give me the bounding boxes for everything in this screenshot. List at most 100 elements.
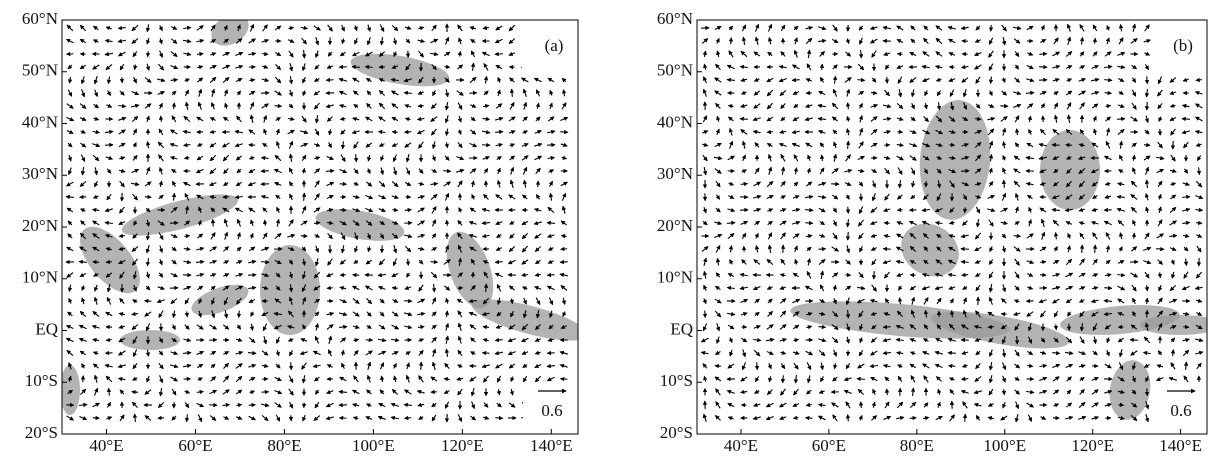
wind-vector <box>248 51 257 57</box>
wind-vector <box>92 129 101 135</box>
wind-vector <box>79 64 87 70</box>
wind-vector <box>91 207 100 213</box>
wind-vector <box>132 233 138 239</box>
wind-vector <box>457 50 462 57</box>
wind-vector <box>561 205 567 214</box>
wind-vector <box>431 155 436 162</box>
lat-label: 40°N <box>22 112 58 131</box>
wind-vector <box>391 181 399 188</box>
wind-vector <box>326 64 333 69</box>
wind-vector <box>183 142 191 148</box>
lat-label: 10°S <box>660 371 693 390</box>
map-panel: (b) 0.6 60°N 50°N 40°N 30°N 20°N 10°N EQ 10°S 20°S… <box>657 9 1208 455</box>
wind-vector <box>534 155 543 161</box>
wind-vector <box>521 143 529 148</box>
wind-vector <box>249 78 256 83</box>
wind-vector <box>106 90 111 97</box>
wind-vector <box>209 194 217 200</box>
wind-vector <box>117 51 126 57</box>
wind-vector <box>509 220 515 225</box>
lon-label: 120°E <box>441 436 484 455</box>
wind-vector <box>66 207 74 213</box>
wind-vector <box>275 218 281 227</box>
wind-vector <box>328 129 333 136</box>
wind-vector <box>896 207 903 213</box>
wind-vector <box>326 194 334 200</box>
lon-label: 100°E <box>352 436 395 455</box>
wind-vector <box>262 51 269 57</box>
wind-vector <box>327 51 333 57</box>
wind-vector <box>209 129 216 135</box>
wind-vector <box>1144 76 1150 85</box>
wind-vector <box>338 389 348 395</box>
wind-vector <box>158 166 164 175</box>
wind-vector <box>67 167 73 176</box>
lon-label: 120°E <box>1071 436 1114 455</box>
wind-vector <box>235 181 242 187</box>
wind-vector <box>236 168 242 174</box>
wind-vector <box>288 362 294 371</box>
wind-vector <box>1182 194 1191 200</box>
wind-vector <box>222 116 229 122</box>
lat-label: 30°N <box>22 164 58 183</box>
shaded-region <box>191 284 249 316</box>
wind-vector <box>145 140 151 149</box>
wind-vector <box>326 116 333 122</box>
lat-label: 20°N <box>657 216 693 235</box>
wind-vector <box>145 232 151 241</box>
wind-vector <box>534 142 543 148</box>
wind-vector <box>288 167 294 175</box>
wind-vector <box>249 23 255 32</box>
wind-vector <box>339 168 348 174</box>
wind-vector <box>170 51 178 57</box>
wind-vector <box>236 310 242 319</box>
wind-vector <box>66 129 74 134</box>
wind-vector <box>93 89 99 98</box>
wind-vector <box>234 207 243 213</box>
wind-vector <box>1000 311 1007 317</box>
wind-vector <box>391 129 398 135</box>
wind-vector <box>404 298 413 304</box>
wind-vector <box>391 64 399 69</box>
wind-vector <box>378 194 387 200</box>
wind-vector <box>275 128 280 136</box>
wind-vector <box>145 115 150 123</box>
wind-vector <box>897 129 904 135</box>
wind-vector <box>470 180 476 188</box>
wind-vector <box>444 219 450 226</box>
shaded-region <box>446 231 494 309</box>
wind-vector <box>884 388 890 396</box>
wind-vector <box>314 128 320 136</box>
wind-vector <box>132 76 137 84</box>
wind-vector <box>365 181 373 187</box>
wind-vector <box>274 25 282 31</box>
wind-vector <box>184 311 190 318</box>
wind-vector <box>391 194 399 199</box>
wind-vector <box>275 63 282 71</box>
wind-vector <box>171 115 177 123</box>
wind-vector <box>314 102 320 110</box>
wind-vector <box>482 129 491 135</box>
wind-vector <box>522 166 528 175</box>
wind-vector <box>105 26 112 31</box>
wind-vector <box>67 233 73 239</box>
wind-vector <box>67 76 73 84</box>
wind-vector <box>535 194 541 200</box>
wind-vector <box>457 115 462 123</box>
wind-vector <box>287 116 295 122</box>
wind-vector <box>548 102 553 110</box>
wind-vector <box>314 114 320 124</box>
wind-vector <box>131 168 140 174</box>
wind-vector <box>481 51 490 57</box>
wind-vector <box>561 102 567 110</box>
wind-vector <box>403 90 412 96</box>
wind-vector <box>118 142 126 148</box>
wind-vector <box>222 194 230 200</box>
wind-vector <box>223 89 228 97</box>
wind-vector <box>430 193 438 200</box>
wind-vector <box>184 220 191 226</box>
wind-vector <box>222 207 230 213</box>
wind-vector <box>92 259 100 265</box>
wind-vector <box>365 142 373 148</box>
wind-vector <box>288 76 294 85</box>
